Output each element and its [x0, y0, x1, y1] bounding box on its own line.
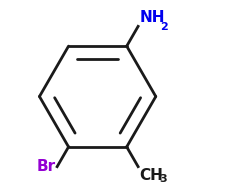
Text: Br: Br — [37, 159, 56, 174]
Text: CH: CH — [139, 168, 163, 183]
Text: 2: 2 — [160, 22, 168, 32]
Text: NH: NH — [139, 10, 165, 25]
Text: 3: 3 — [159, 174, 167, 184]
